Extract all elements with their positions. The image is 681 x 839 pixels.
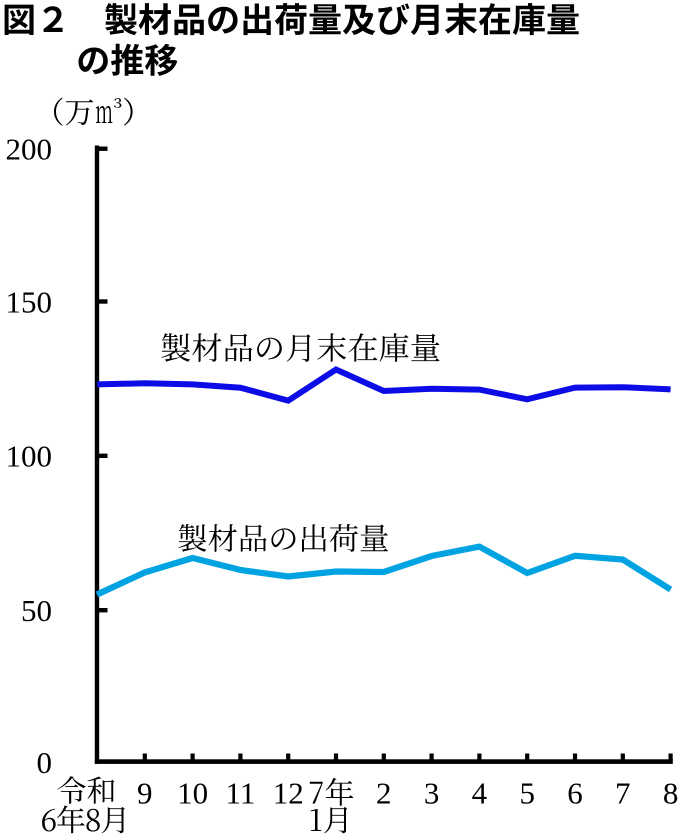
svg-text:9: 9 [137,776,153,811]
svg-text:50: 50 [21,593,52,628]
svg-text:5: 5 [519,776,535,811]
svg-text:7: 7 [615,776,631,811]
svg-text:12: 12 [273,776,304,811]
svg-text:200: 200 [6,132,53,167]
svg-text:2: 2 [376,776,392,811]
svg-text:4: 4 [472,776,488,811]
svg-text:10: 10 [177,776,208,811]
svg-text:6: 6 [567,776,583,811]
svg-text:0: 0 [37,745,53,780]
svg-text:150: 150 [6,284,53,319]
svg-text:8: 8 [663,776,679,811]
svg-text:11: 11 [225,776,255,811]
svg-text:3: 3 [424,776,440,811]
svg-text:100: 100 [6,439,53,474]
